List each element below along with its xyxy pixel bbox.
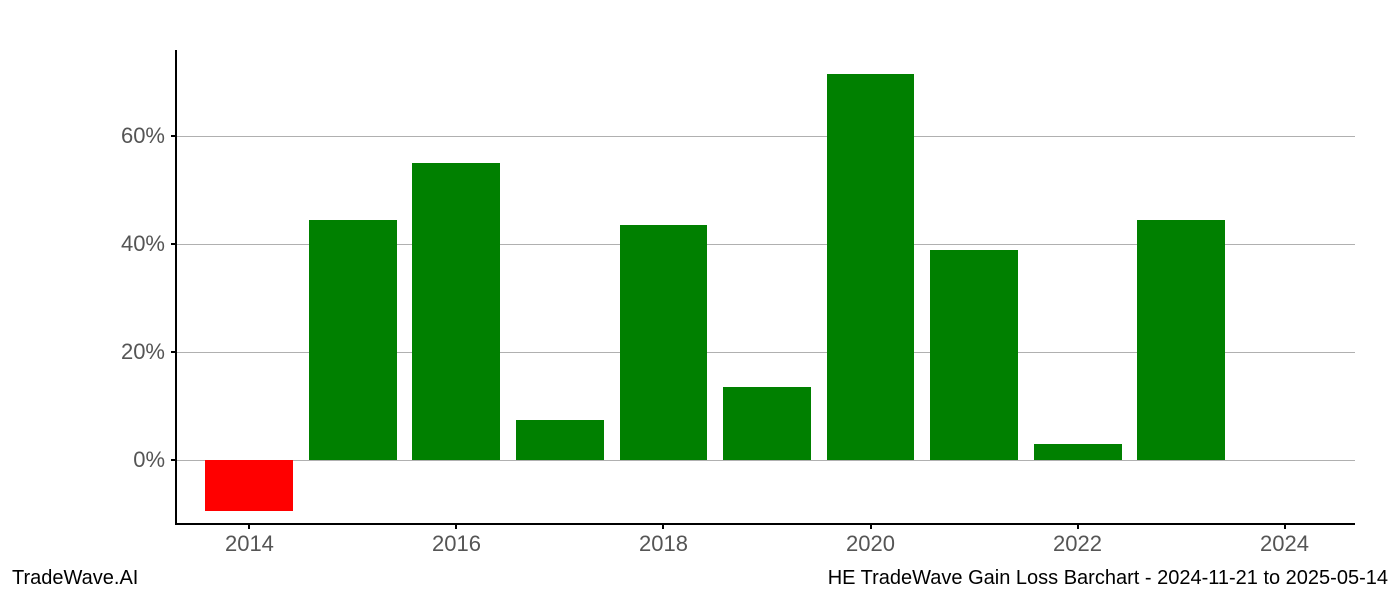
- ytick-label: 0%: [133, 447, 165, 473]
- xtick-label: 2016: [432, 531, 481, 557]
- bar: [620, 225, 708, 460]
- xtick-label: 2020: [846, 531, 895, 557]
- ytick-label: 40%: [121, 231, 165, 257]
- xtick-mark: [248, 523, 250, 529]
- bar: [930, 250, 1018, 461]
- gridline: [177, 136, 1355, 137]
- bar: [1137, 220, 1225, 460]
- bar: [516, 420, 604, 460]
- xtick-label: 2022: [1053, 531, 1102, 557]
- bar: [1034, 444, 1122, 460]
- xtick-mark: [455, 523, 457, 529]
- bar: [309, 220, 397, 460]
- footer-left-text: TradeWave.AI: [12, 567, 138, 590]
- bar: [412, 163, 500, 460]
- bar: [723, 387, 811, 460]
- gridline: [177, 460, 1355, 461]
- ytick-mark: [171, 135, 177, 137]
- bar: [205, 460, 293, 511]
- xtick-mark: [1284, 523, 1286, 529]
- xtick-label: 2014: [225, 531, 274, 557]
- bar: [827, 74, 915, 460]
- footer-right-text: HE TradeWave Gain Loss Barchart - 2024-1…: [828, 567, 1388, 590]
- plot-area: 0%20%40%60%201420162018202020222024: [175, 50, 1355, 525]
- xtick-label: 2024: [1260, 531, 1309, 557]
- xtick-mark: [1077, 523, 1079, 529]
- xtick-label: 2018: [639, 531, 688, 557]
- ytick-label: 20%: [121, 339, 165, 365]
- xtick-mark: [662, 523, 664, 529]
- ytick-mark: [171, 459, 177, 461]
- ytick-mark: [171, 243, 177, 245]
- ytick-label: 60%: [121, 123, 165, 149]
- chart-container: 0%20%40%60%201420162018202020222024: [175, 50, 1355, 525]
- xtick-mark: [870, 523, 872, 529]
- ytick-mark: [171, 351, 177, 353]
